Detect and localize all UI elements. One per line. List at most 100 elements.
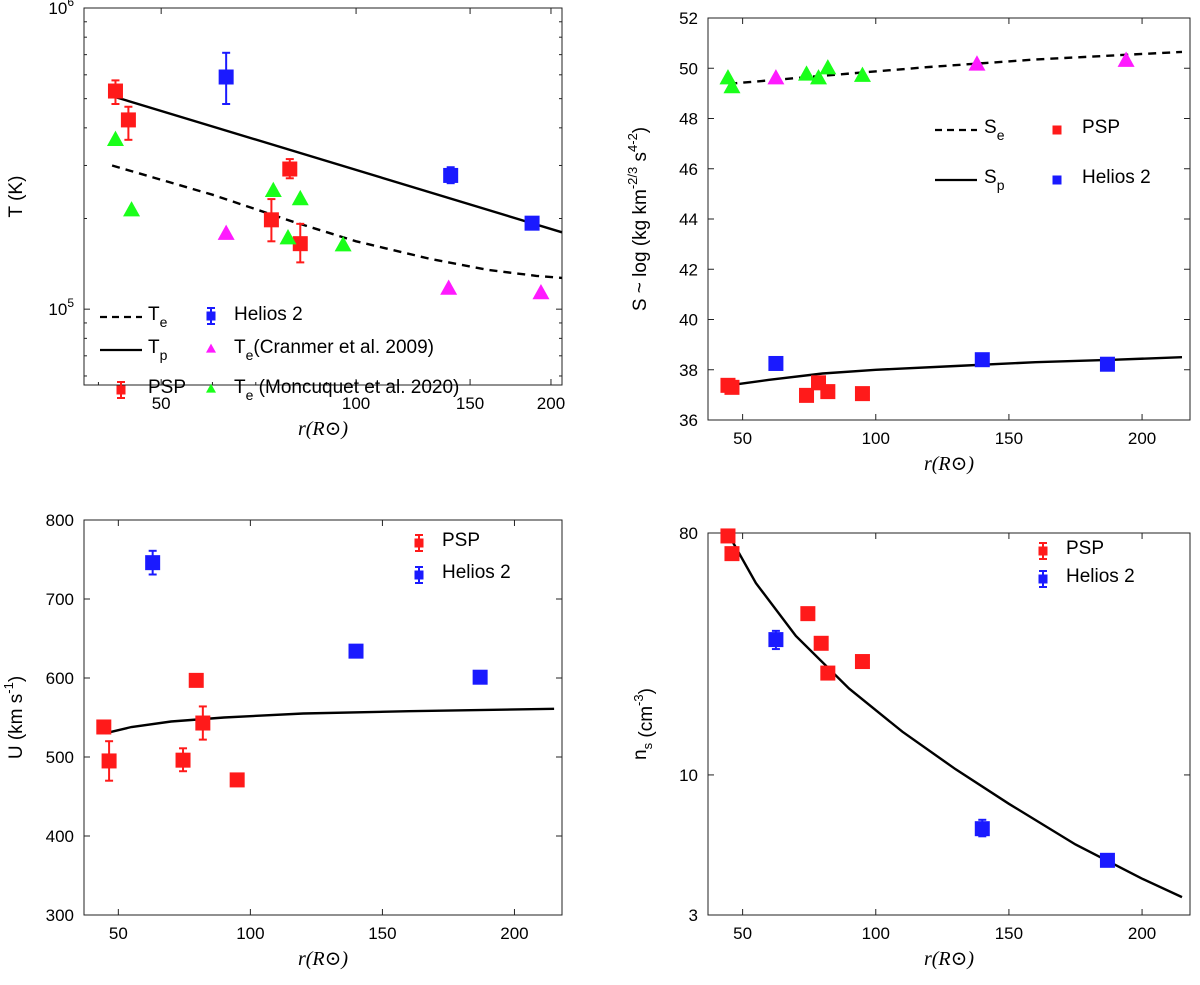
- data-point: [120, 112, 136, 128]
- data-point: [188, 672, 204, 688]
- data-point: [472, 669, 488, 685]
- legend-marker: [116, 385, 126, 395]
- legend-marker: [206, 343, 216, 353]
- x-tick-label: 200: [1128, 924, 1156, 943]
- legend-label: Helios 2: [1066, 566, 1135, 587]
- legend-marker: [1052, 125, 1062, 135]
- curve-u: [104, 707, 555, 735]
- legend-marker: [1038, 546, 1048, 556]
- y-tick-label: 800: [46, 511, 74, 530]
- data-point: [291, 189, 309, 206]
- x-axis-label: r(R⊙): [298, 418, 348, 440]
- x-tick-label: 50: [152, 394, 171, 413]
- data-point: [974, 352, 990, 368]
- x-tick-label: 50: [109, 924, 128, 943]
- legend-label: Sp​: [984, 167, 1005, 193]
- data-point: [974, 821, 990, 837]
- data-point: [720, 528, 736, 544]
- legend-marker: [1052, 175, 1062, 185]
- legend-label: PSP: [442, 530, 480, 551]
- curve-se: [729, 50, 1183, 85]
- legend-label: Te​(Cranmer et al. 2009): [234, 337, 434, 363]
- curve-tp: [111, 94, 563, 234]
- data-point: [175, 752, 191, 768]
- data-point: [854, 654, 870, 670]
- legend-label: Helios 2: [1082, 167, 1151, 188]
- y-tick-label: 44: [679, 210, 698, 229]
- legend-label: Te​: [148, 304, 168, 330]
- series-cranmer-et-al-2009: [217, 224, 550, 300]
- data-point: [106, 130, 124, 146]
- x-axis-label: r(R⊙): [924, 453, 974, 475]
- curve-te: [111, 164, 563, 280]
- legend-label: Se​: [984, 117, 1005, 143]
- data-point: [218, 69, 234, 85]
- legend: Se​ PSP Sp​ Helios 2: [935, 117, 1151, 193]
- data-point: [217, 224, 235, 240]
- data-point: [279, 229, 297, 245]
- y-axis-label: S ~ log (kg km-2/3​ s4​-2​): [625, 127, 651, 311]
- legend-label: Tp​: [148, 337, 168, 363]
- data-point: [724, 379, 740, 395]
- data-point: [524, 215, 540, 231]
- series-psp: [107, 79, 308, 264]
- y-tick-label: 80: [679, 524, 698, 543]
- y-tick-label: 700: [46, 590, 74, 609]
- y-tick-label: 600: [46, 669, 74, 688]
- data-point: [334, 236, 352, 252]
- y-tick-label: 42: [679, 260, 698, 279]
- plot-frame: [707, 532, 1191, 916]
- legend-label: Te​ (Moncuquet et al. 2020): [234, 377, 459, 403]
- chart-entropy: 50 100 150 200 36 38 40 42 44 46 48 50 52 r(R⊙) S ~ lo…: [625, 9, 1191, 475]
- x-tick-label: 100: [862, 429, 890, 448]
- y-tick-label: 36: [679, 411, 698, 430]
- data-point: [292, 236, 308, 252]
- y-tick-label: 46: [679, 160, 698, 179]
- legend-label: PSP: [1082, 117, 1120, 138]
- data-point: [768, 632, 784, 648]
- data-point: [145, 555, 161, 571]
- data-point: [1099, 852, 1115, 868]
- data-point: [107, 83, 123, 99]
- data-point: [968, 55, 986, 71]
- legend-label: Helios 2: [442, 562, 511, 583]
- legend: PSP Helios 2: [1038, 538, 1135, 588]
- series-helios-2: [145, 549, 488, 685]
- data-point: [348, 643, 364, 659]
- data-point: [767, 69, 785, 85]
- y-tick-label: 500: [46, 748, 74, 767]
- series-moncuquet-et-al-2020: [106, 130, 352, 252]
- data-point: [768, 355, 784, 371]
- y-tick-label: 40: [679, 311, 698, 330]
- x-tick-label: 150: [456, 394, 484, 413]
- x-tick-label: 200: [537, 394, 565, 413]
- series-green: [719, 59, 871, 94]
- y-tick-label: 50: [679, 59, 698, 78]
- x-tick-label: 150: [368, 924, 396, 943]
- plot-frame: [83, 7, 563, 386]
- data-point: [723, 77, 741, 94]
- data-point: [263, 212, 279, 228]
- x-tick-label: 50: [733, 429, 752, 448]
- legend-label: PSP: [148, 377, 186, 398]
- x-tick-label: 50: [733, 924, 752, 943]
- data-point: [1099, 356, 1115, 372]
- x-axis-label: r(R⊙): [924, 948, 974, 970]
- legend: PSP Helios 2: [414, 530, 511, 584]
- legend-label: PSP: [1066, 538, 1104, 559]
- data-point: [195, 715, 211, 731]
- data-point: [101, 753, 117, 769]
- x-tick-label: 100: [342, 394, 370, 413]
- data-point: [854, 386, 870, 402]
- data-point: [724, 546, 740, 562]
- data-point: [820, 665, 836, 681]
- data-point: [820, 384, 836, 400]
- data-point: [853, 66, 871, 82]
- data-point: [443, 167, 459, 183]
- data-point: [532, 283, 550, 300]
- y-tick-label: 10: [679, 766, 698, 785]
- legend-marker: [414, 538, 424, 548]
- y-tick-label: 38: [679, 361, 698, 380]
- x-tick-label: 100: [862, 924, 890, 943]
- series-psp: [96, 672, 245, 788]
